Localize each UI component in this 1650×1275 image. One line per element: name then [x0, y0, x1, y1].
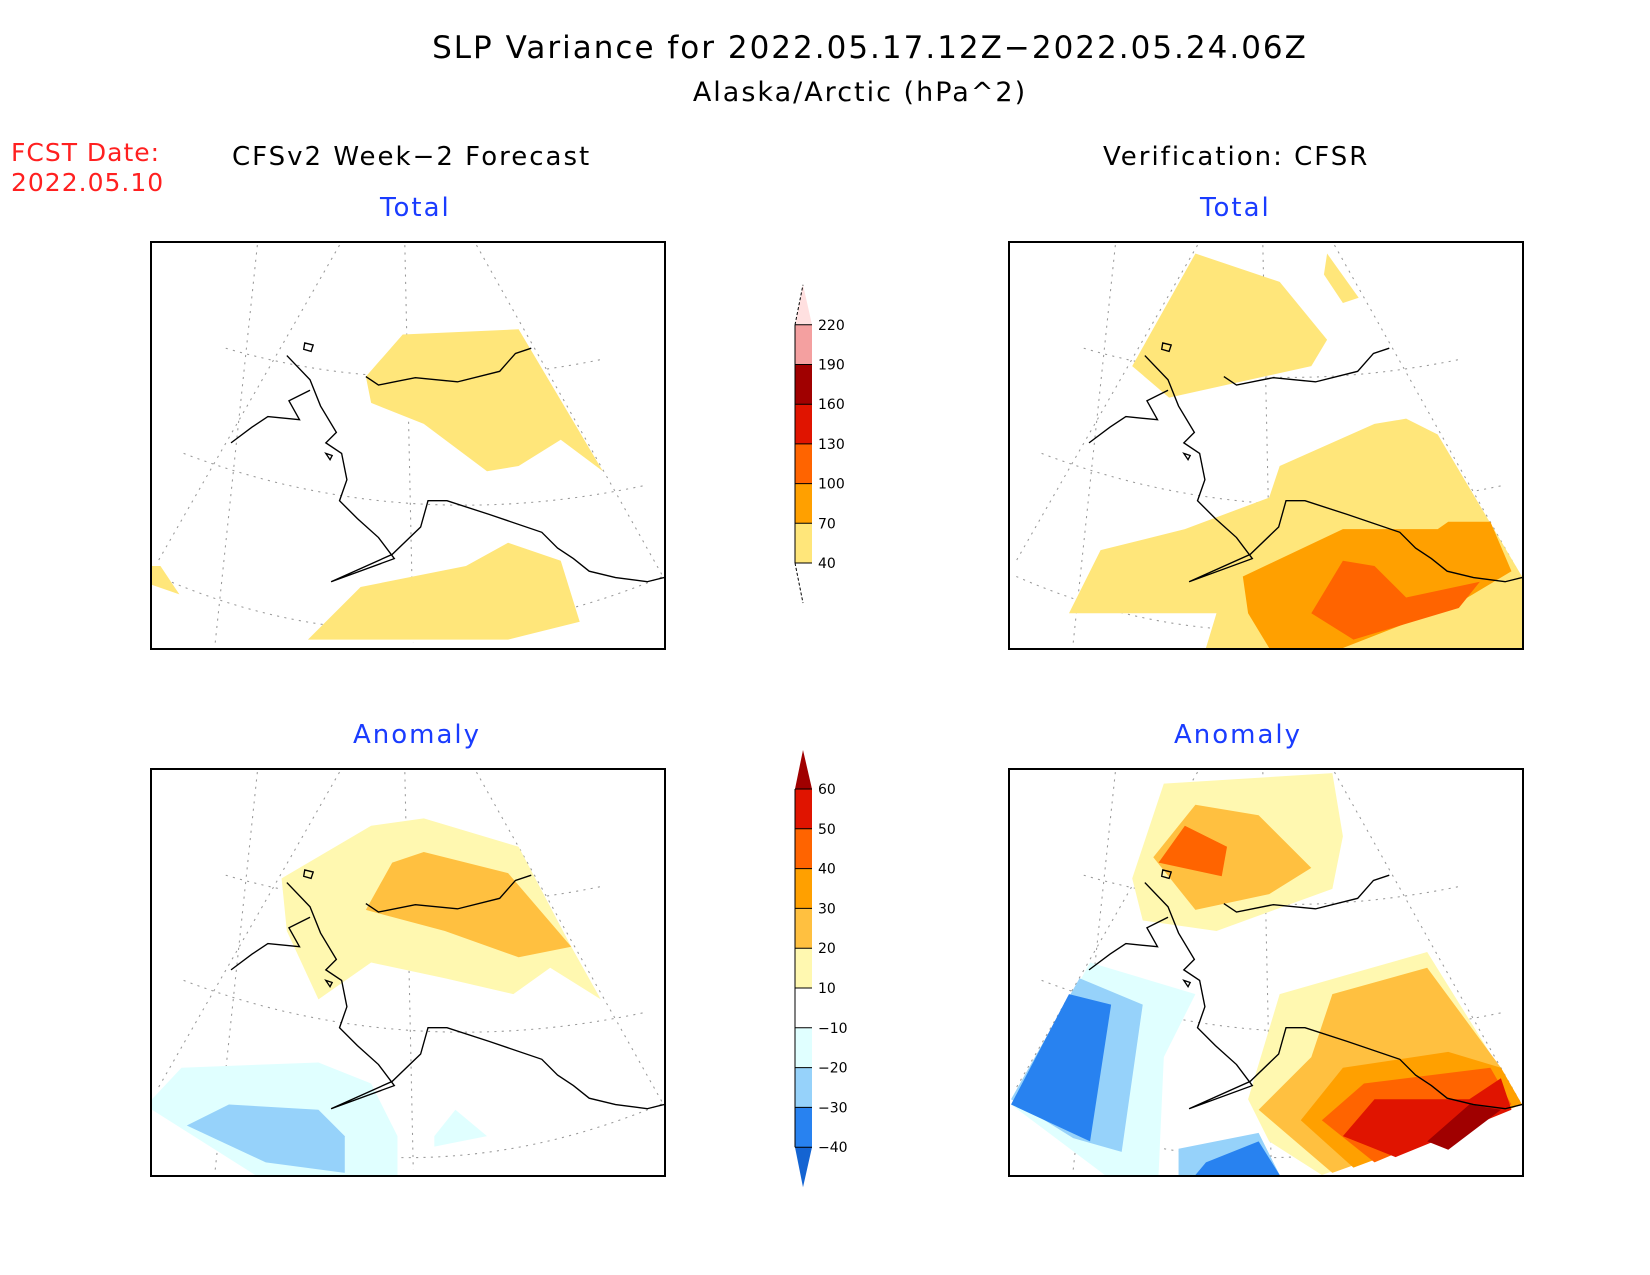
forecast-header: CFSv2 Week−2 Forecast: [232, 142, 592, 172]
verification-anomaly-map: [1008, 768, 1524, 1177]
shade-neg10-neg20: [434, 1109, 488, 1147]
forecast-anomaly-map: [150, 768, 666, 1177]
shade-40-70: [365, 329, 603, 472]
shade-60-plus: [1427, 1104, 1501, 1150]
colorbar-segment: [795, 988, 812, 1028]
colorbar-tick-label: 60: [818, 782, 836, 798]
colorbar-segment: [795, 404, 812, 444]
colorbar-top-triangle: [795, 750, 812, 789]
shade-40-70: [307, 542, 580, 640]
colorbar-tick-label: 40: [818, 556, 836, 572]
shade-40-70: [1132, 253, 1328, 398]
anomaly-colorbar: 60 50 40 30 20 10 −10 −20 −30 −40: [794, 750, 855, 1204]
colorbar-bottom-triangle: [795, 1147, 812, 1188]
shade-40-70: [152, 565, 180, 595]
forecast-anomaly-title: Anomaly: [353, 720, 482, 750]
colorbar-tick-label: 70: [818, 516, 836, 532]
shade-20-30: [365, 852, 572, 958]
figure-title: SLP Variance for 2022.05.17.12Z−2022.05.…: [432, 30, 1308, 66]
colorbar-tick-label: −40: [818, 1140, 848, 1156]
colorbar-tick-label: 130: [818, 437, 845, 453]
shade-50-60: [1342, 1078, 1512, 1158]
total-colorbar: 40 70 100 130 160 190 220: [794, 280, 855, 614]
colorbar-segment: [795, 789, 812, 829]
colorbar-tick-label: 160: [818, 397, 845, 413]
colorbar-segment: [795, 948, 812, 988]
colorbar-top-triangle: [795, 284, 812, 325]
colorbar-tick-label: 100: [818, 477, 845, 493]
colorbar-tick-label: 50: [818, 822, 836, 838]
colorbar-extension-outline: [794, 284, 804, 604]
colorbar-segment: [795, 443, 812, 484]
verification-total-map: [1008, 241, 1524, 650]
shade-30-40: [1158, 825, 1228, 877]
colorbar-tick-label: −10: [818, 1021, 848, 1037]
colorbar-segment: [795, 324, 812, 365]
shade-40-70: [1323, 253, 1359, 303]
shade-neg30-neg40: [1195, 1141, 1280, 1175]
colorbar-tick-label: −30: [818, 1100, 848, 1116]
colorbar-segment: [795, 523, 812, 563]
colorbar-tick-label: 10: [818, 981, 836, 997]
colorbar-tick-label: 220: [818, 318, 845, 334]
forecast-total-title: Total: [380, 193, 451, 223]
fcst-date: 2022.05.10: [11, 168, 165, 197]
fcst-date-label: FCST Date:: [11, 138, 161, 167]
verification-header: Verification: CFSR: [1103, 142, 1370, 172]
colorbar-segment: [795, 483, 812, 524]
forecast-total-map: [150, 241, 666, 650]
shade-100-130: [1311, 560, 1480, 640]
colorbar-tick-label: −20: [818, 1061, 848, 1077]
verification-anomaly-title: Anomaly: [1174, 720, 1303, 750]
figure-subtitle: Alaska/Arctic (hPa^2): [692, 77, 1028, 108]
colorbar-segment: [795, 1107, 812, 1148]
colorbar-segment: [795, 1027, 812, 1068]
colorbar-segment: [795, 868, 812, 909]
colorbar-segment: [795, 1067, 812, 1108]
shade-neg30-neg40: [1011, 994, 1112, 1142]
colorbar-tick-label: 190: [818, 358, 845, 374]
shade-neg20-neg30: [186, 1104, 345, 1173]
colorbar-segment: [795, 364, 812, 405]
colorbar-tick-label: 20: [818, 941, 836, 957]
colorbar-segment: [795, 828, 812, 869]
colorbar-tick-label: 40: [818, 862, 836, 878]
verification-total-title: Total: [1200, 193, 1271, 223]
colorbar-tick-label: 30: [818, 901, 836, 917]
colorbar-segment: [795, 908, 812, 949]
